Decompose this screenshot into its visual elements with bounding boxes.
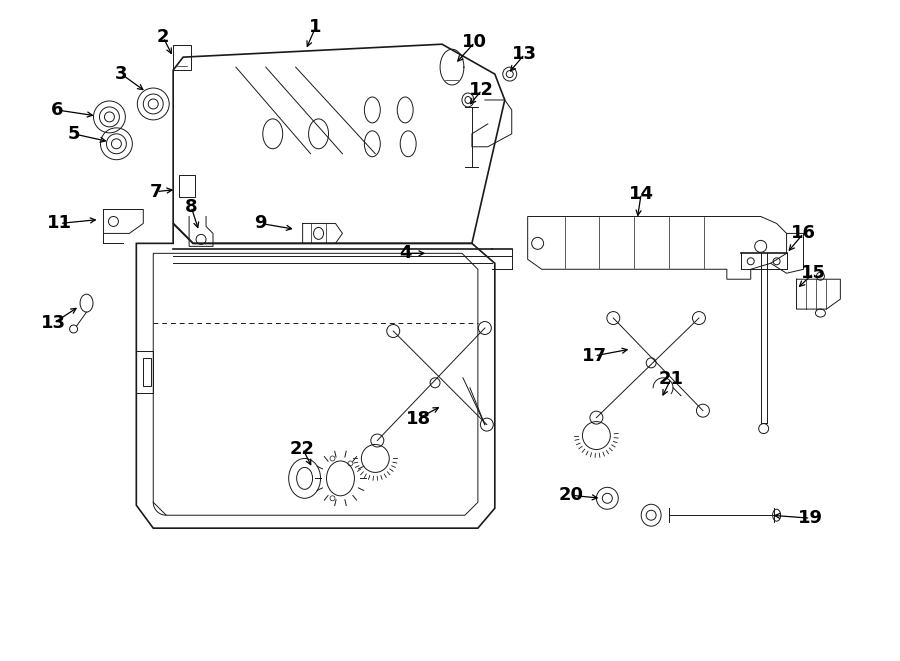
Text: 15: 15 [801,264,826,282]
Bar [136,351,153,393]
Text: 17: 17 [582,347,607,365]
Text: 7: 7 [150,182,163,200]
Text: 4: 4 [399,245,411,262]
Text: 1: 1 [310,19,322,36]
Text: 8: 8 [184,198,197,215]
Bar [173,45,191,70]
Text: 18: 18 [406,410,431,428]
Text: 9: 9 [255,214,267,233]
Text: 20: 20 [559,486,584,504]
Text: 5: 5 [68,125,80,143]
Text: 19: 19 [798,509,823,527]
Text: 13: 13 [41,314,67,332]
Text: 6: 6 [50,101,63,119]
Text: 10: 10 [463,33,488,51]
Text: 13: 13 [512,45,537,63]
Text: 14: 14 [629,184,653,202]
Text: 16: 16 [791,225,816,243]
Bar [143,358,151,386]
Text: 12: 12 [470,81,494,99]
Text: 3: 3 [115,65,128,83]
Text: 22: 22 [290,440,315,457]
Text: 2: 2 [157,28,169,46]
Bar [179,175,195,196]
Text: 11: 11 [47,214,72,233]
Text: 21: 21 [659,369,684,388]
